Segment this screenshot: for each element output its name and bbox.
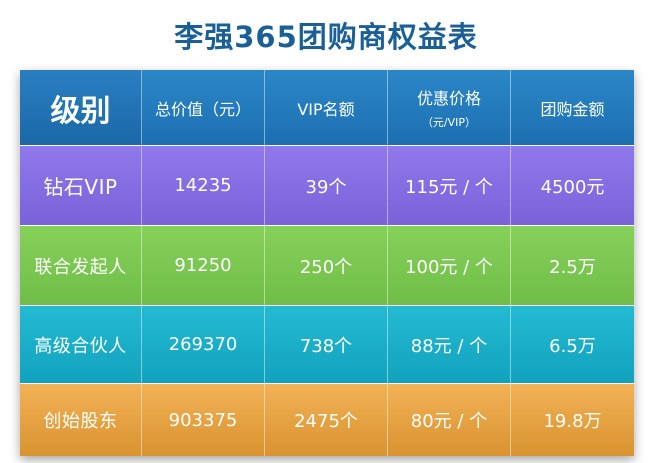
header-group-amount: 团购金额: [511, 70, 634, 145]
cell-vip-quota: 39个: [265, 146, 388, 225]
header-total-value-label: 总价值（元）: [154, 99, 251, 119]
cell-level: 高级合伙人: [20, 306, 142, 383]
cell-discount-price: 100元 / 个: [388, 226, 511, 305]
page-title: 李强365团购商权益表: [174, 20, 478, 54]
cell-vip-quota: 2475个: [265, 384, 388, 456]
header-total-value: 总价值（元）: [142, 70, 265, 145]
table-row: 高级合伙人 269370 738个 88元 / 个 6.5万: [20, 305, 634, 383]
table-row: 创始股东 903375 2475个 80元 / 个 19.8万: [20, 383, 634, 456]
header-discount-price-label: 优惠价格: [416, 89, 481, 108]
cell-total-value: 269370: [142, 306, 265, 383]
header-level: 级别: [20, 70, 142, 145]
table-row: 联合发起人 91250 250个 100元 / 个 2.5万: [20, 225, 634, 305]
cell-group-amount: 4500元: [511, 146, 634, 225]
cell-level: 创始股东: [20, 384, 142, 456]
header-vip-quota-label: VIP名额: [297, 99, 355, 119]
table-header-row: 级别 总价值（元） VIP名额 优惠价格 （元/VIP） 团购金额: [20, 70, 634, 145]
cell-vip-quota: 250个: [265, 226, 388, 305]
cell-level: 联合发起人: [20, 226, 142, 305]
cell-group-amount: 19.8万: [511, 384, 634, 456]
cell-discount-price: 115元 / 个: [388, 146, 511, 225]
table-row: 钻石VIP 14235 39个 115元 / 个 4500元: [20, 145, 634, 225]
cell-discount-price: 88元 / 个: [388, 306, 511, 383]
header-vip-quota: VIP名额: [265, 70, 388, 145]
cell-group-amount: 6.5万: [511, 306, 634, 383]
header-level-label: 级别: [50, 93, 111, 129]
cell-vip-quota: 738个: [265, 306, 388, 383]
cell-group-amount: 2.5万: [511, 226, 634, 305]
cell-level: 钻石VIP: [20, 146, 142, 225]
header-discount-price: 优惠价格 （元/VIP）: [388, 70, 511, 145]
header-discount-price-sublabel: （元/VIP）: [421, 116, 477, 129]
cell-discount-price: 80元 / 个: [388, 384, 511, 456]
header-group-amount-label: 团购金额: [540, 99, 605, 119]
cell-total-value: 14235: [142, 146, 265, 225]
benefits-table: 级别 总价值（元） VIP名额 优惠价格 （元/VIP） 团购金额 钻石VIP …: [20, 70, 634, 456]
cell-total-value: 903375: [142, 384, 265, 456]
cell-total-value: 91250: [142, 226, 265, 305]
